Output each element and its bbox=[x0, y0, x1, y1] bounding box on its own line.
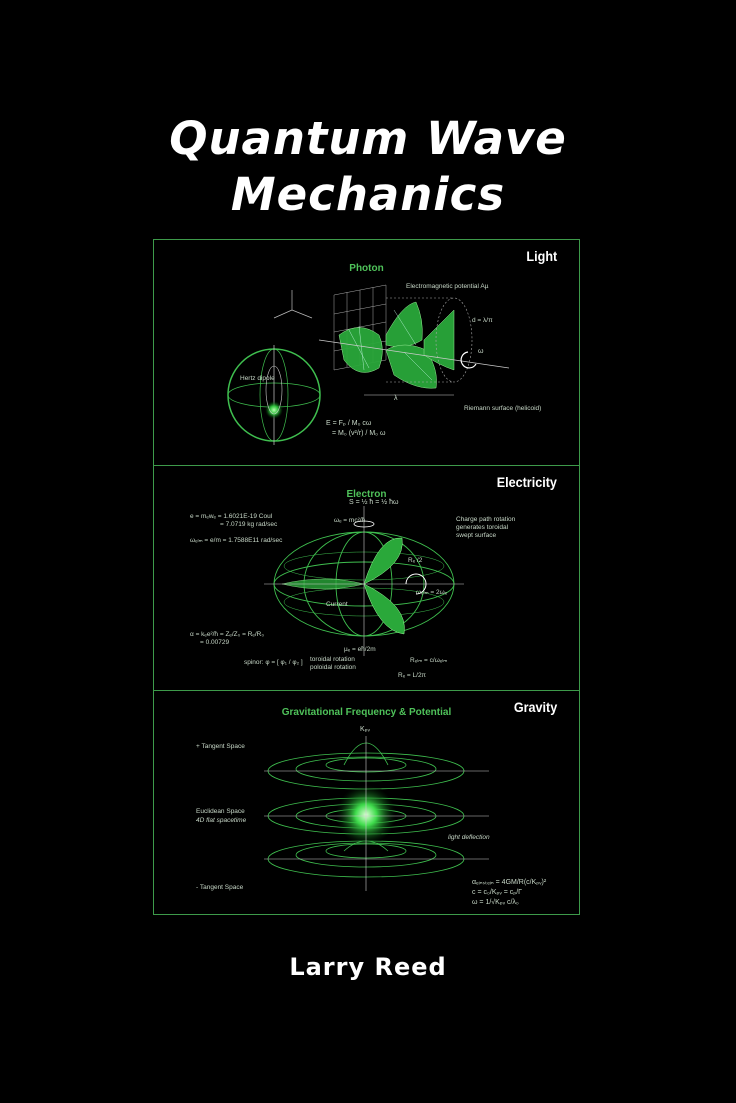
c-formula: c = c₀/Kₚᵥ = cₚ/Γ bbox=[472, 889, 522, 896]
alpha-formula: α = kₑe²/ħ = Zₑ/Z₀ = Rₑ/R₀ bbox=[190, 631, 264, 638]
mu-e-formula: µₑ = eħ/2m bbox=[344, 646, 376, 653]
electricity-label: Electricity bbox=[496, 474, 557, 490]
omega-label: ω bbox=[478, 348, 484, 355]
light-deflection-label: light deflection bbox=[448, 834, 490, 841]
gravitational-subtitle: Gravitational Frequency & Potential bbox=[281, 707, 452, 718]
spin-formula: S = ½ ħ = ½ ħω bbox=[349, 498, 399, 506]
electron-diagram: S = ½ ħ = ½ ħω e = mₑwₑ = 1.6021E-19 Cou… bbox=[190, 498, 517, 679]
gravity-panel: Gravity Gravitational Frequency & Potent… bbox=[154, 690, 579, 915]
hertz-dipole-label: Hertz dipole bbox=[240, 375, 275, 382]
toroidal-rotation-label: toroidal rotation bbox=[310, 656, 355, 663]
gravity-diagram: + Tangent Space Euclidean Space 4D flat … bbox=[196, 726, 547, 906]
book-title-line1: Quantum Wave bbox=[169, 112, 567, 165]
book-title-line2: Mechanics bbox=[230, 168, 506, 221]
em-potential-annotation: Electromagnetic potential Aµ bbox=[406, 283, 489, 290]
kpv-label: Kₚᵥ bbox=[360, 726, 371, 733]
omega-formula: ω = 1/√Kₚᵥ c/λ₀ bbox=[472, 898, 519, 906]
riemann-surface-annotation: Riemann surface (helicoid) bbox=[464, 405, 541, 412]
alpha-value: = 0.00729 bbox=[200, 639, 229, 646]
omega-elm-formula: ωₑₗₘ = e/m = 1.7588E11 rad/sec bbox=[190, 537, 283, 544]
spinor-formula: spinor: φ = [ φ₁ / φ₂ ] bbox=[244, 659, 303, 666]
light-label: Light bbox=[526, 248, 557, 264]
poloidal-rotation-label: poloidal rotation bbox=[310, 664, 356, 671]
wavelength-formula: d = λ/π bbox=[472, 317, 493, 324]
minus-tangent-space-label: - Tangent Space bbox=[196, 884, 244, 891]
omega-elm-2: ωₑₗₘ = 2ωₑ bbox=[416, 589, 448, 596]
energy-formula-1: E = Fₚ / M₀ cω bbox=[326, 420, 372, 427]
electron-subtitle: Electron bbox=[346, 489, 387, 500]
electricity-panel: Electricity Electron S = ½ ħ = ½ ħω e = … bbox=[154, 465, 579, 691]
author-name: Larry Reed bbox=[289, 953, 447, 981]
photon-diagram: Electromagnetic potential Aµ d = λ/π Rie… bbox=[227, 283, 541, 445]
charge-formula-2: = 7.0719 kg rad/sec bbox=[220, 521, 278, 528]
gravity-label: Gravity bbox=[513, 699, 557, 715]
current-label: Current bbox=[326, 601, 348, 608]
plus-tangent-space-label: + Tangent Space bbox=[196, 743, 245, 750]
euclidean-space-label: Euclidean Space bbox=[196, 808, 245, 815]
energy-formula-2: = M₀ (v²/r) / M₀ ω bbox=[332, 430, 386, 437]
r-elm-formula: Rₑₗₘ = c/ωₑₗₘ bbox=[410, 657, 447, 664]
omega-e-formula: ωₑ = mc²/ħ bbox=[334, 517, 366, 524]
lambda-label: λ bbox=[394, 395, 398, 402]
photon-subtitle: Photon bbox=[349, 263, 384, 274]
charge-path-note: Charge path rotation generates toroidal … bbox=[456, 516, 517, 539]
flat-spacetime-label: 4D flat spacetime bbox=[196, 817, 247, 824]
r-e-formula: Rₑ = L/2π bbox=[398, 672, 427, 679]
charge-formula-1: e = mₑwₑ = 1.6021E-19 Coul bbox=[190, 513, 273, 520]
re-half-label: Rₑ /2 bbox=[408, 557, 423, 564]
illustration-frame: Light Photon bbox=[153, 239, 580, 915]
alpha-einstein-formula: αₑᵢₙₛₜₑᵢₙ = 4GM/R(c/Kₚᵥ)² bbox=[472, 879, 547, 886]
light-panel: Light Photon bbox=[154, 240, 579, 465]
